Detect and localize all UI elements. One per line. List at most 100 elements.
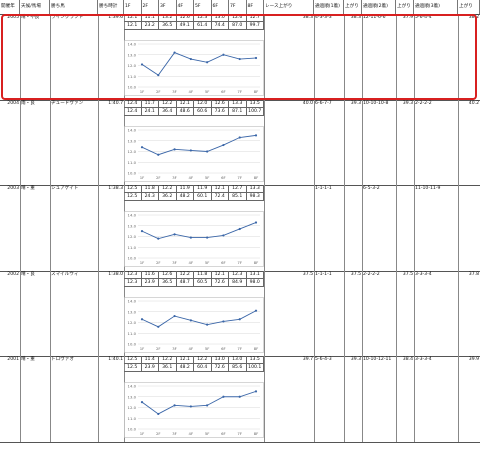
chart-frame (124, 297, 264, 353)
lap-point (140, 230, 144, 233)
y-tick-label: 14.0 (128, 213, 137, 218)
last-3-cell: 37.8 (468, 272, 479, 277)
column-divider (314, 271, 315, 356)
header-row: 開催年 天候/馬場 勝ち馬 勝ち時計 1F 2F 3F 4F 5F 6F 7F 8F レース上がり 通過順… (0, 0, 480, 15)
lap-time-cell: 13.0 (211, 14, 229, 22)
x-tick-label: 8F (254, 260, 259, 265)
lap-series-line (141, 52, 257, 76)
cumulative-time-cell: 98.3 (246, 193, 264, 201)
cumulative-time-cell: 60.4 (194, 364, 212, 372)
lap-point (173, 51, 176, 54)
lap-time-cell: 13.3 (229, 100, 247, 108)
column-divider (344, 185, 345, 271)
cumulative-time-cell: 48.2 (176, 193, 194, 201)
lap-point (189, 149, 192, 152)
y-tick-label: 11.0 (128, 245, 137, 250)
cumulative-time-cell: 99.7 (246, 22, 264, 30)
lap-time-cell: 11.8 (141, 185, 159, 193)
lap-point (157, 237, 160, 240)
lap-point (189, 57, 192, 61)
lap-series-line (141, 390, 257, 415)
y-tick-label: 13.0 (128, 309, 137, 314)
lap-time-cell: 12.7 (246, 14, 264, 22)
time-cell: 1:40.1 (108, 357, 123, 362)
lap-point (222, 395, 225, 398)
column-divider (414, 14, 415, 100)
lap-point (206, 236, 209, 239)
column-divider (396, 271, 397, 356)
race-last-cell: 39.7 (302, 357, 313, 362)
lap-point (238, 395, 241, 398)
y-tick-label: 12.0 (128, 63, 137, 68)
column-divider (20, 271, 21, 356)
cumulative-time-cell: 84.9 (229, 279, 247, 287)
horse-cell: ヂュードヴァン (51, 101, 84, 106)
lap-series-line (141, 310, 257, 328)
lap-time-cell: 12.2 (159, 100, 177, 108)
lap-series-line (141, 134, 257, 156)
year-cell: 2004 (7, 101, 19, 106)
column-divider (362, 14, 363, 100)
column-divider (344, 14, 345, 100)
time-cell: 1:40.7 (108, 101, 123, 106)
lap-chart: 14.0 13.0 12.0 11.0 10.01F 2F 3F 4F 5F 6F 7F 8F (124, 40, 264, 96)
cumulative-time-cell: 12.5 (124, 193, 142, 201)
lap-time-cell: 11.9 (194, 185, 212, 193)
y-tick-label: 10.0 (128, 342, 137, 347)
x-tick-label: 7F (237, 431, 242, 436)
lap-time-cell: 12.1 (211, 271, 229, 279)
x-tick-label: 1F (140, 431, 145, 436)
lap-time-cell: 13.3 (246, 185, 264, 193)
column-divider (458, 100, 459, 185)
lap-point (157, 74, 160, 77)
x-tick-label: 5F (205, 175, 210, 180)
y-tick-label: 10.0 (128, 256, 137, 261)
last-2-cell (396, 185, 414, 193)
pass-2-cell: 2-2-2-2 (363, 272, 380, 277)
y-tick-label: 14.0 (128, 128, 137, 133)
chart-frame (124, 211, 264, 267)
cumulative-time-cell: 24.3 (141, 193, 159, 201)
lap-time-cell: 12.6 (211, 100, 229, 108)
header-cell: 勝ち時計 (98, 0, 124, 14)
lap-point (238, 318, 241, 321)
lap-point (254, 221, 258, 224)
cumulative-time-cell: 36.4 (159, 108, 177, 116)
time-cell: 1:38.0 (108, 272, 123, 277)
lap-time-cell: 12.1 (211, 185, 229, 193)
lap-time-cell: 12.1 (176, 356, 194, 364)
x-tick-label: 5F (205, 260, 210, 265)
x-tick-label: 5F (205, 431, 210, 436)
cumulative-time-cell: 73.6 (211, 108, 229, 116)
cumulative-time-cell: 85.6 (229, 364, 247, 372)
header-cell: 3F (159, 0, 177, 14)
last-1-cell: 37.5 (350, 272, 361, 277)
chart-frame (124, 126, 264, 182)
cumulative-time-cell: 12.5 (124, 364, 142, 372)
x-tick-label: 3F (172, 260, 177, 265)
lap-time-cell: 12.3 (194, 14, 212, 22)
race-row: 2004 雨・良 ヂュードヴァン 1:40.7 40.0 6-6-7-7 39.3 10-10… (0, 100, 480, 186)
x-tick-label: 2F (156, 89, 161, 94)
column-divider (314, 356, 315, 442)
cumulative-time-cell: 12.3 (124, 279, 142, 287)
lap-time-cell: 13.0 (211, 356, 229, 364)
pass-3-cell: 11-10-11-9 (415, 186, 441, 191)
cumulative-time-cell: 100.7 (246, 108, 264, 116)
lap-point (222, 320, 225, 323)
lap-grid: 12.5 12.5 11.4 23.9 12.2 36.1 12.1 48.2 12.2 60.4… (124, 356, 264, 380)
x-tick-label: 3F (172, 175, 177, 180)
lap-time-cell: 12.2 (194, 356, 212, 364)
y-tick-label: 14.0 (128, 42, 137, 47)
lap-time-cell: 11.4 (141, 356, 159, 364)
lap-point (140, 63, 144, 66)
cumulative-time-cell: 36.2 (159, 193, 177, 201)
lap-point (140, 318, 144, 321)
pass-2-cell: 12-11-6-6 (363, 15, 386, 20)
cumulative-time-cell: 48.2 (176, 364, 194, 372)
header-cell: 1F (124, 0, 142, 14)
y-tick-label: 14.0 (128, 384, 137, 389)
lap-grid: 12.1 12.1 11.1 23.2 13.2 36.5 12.6 49.1 12.3 61.4… (124, 14, 264, 38)
lap-time-cell: 12.7 (229, 185, 247, 193)
